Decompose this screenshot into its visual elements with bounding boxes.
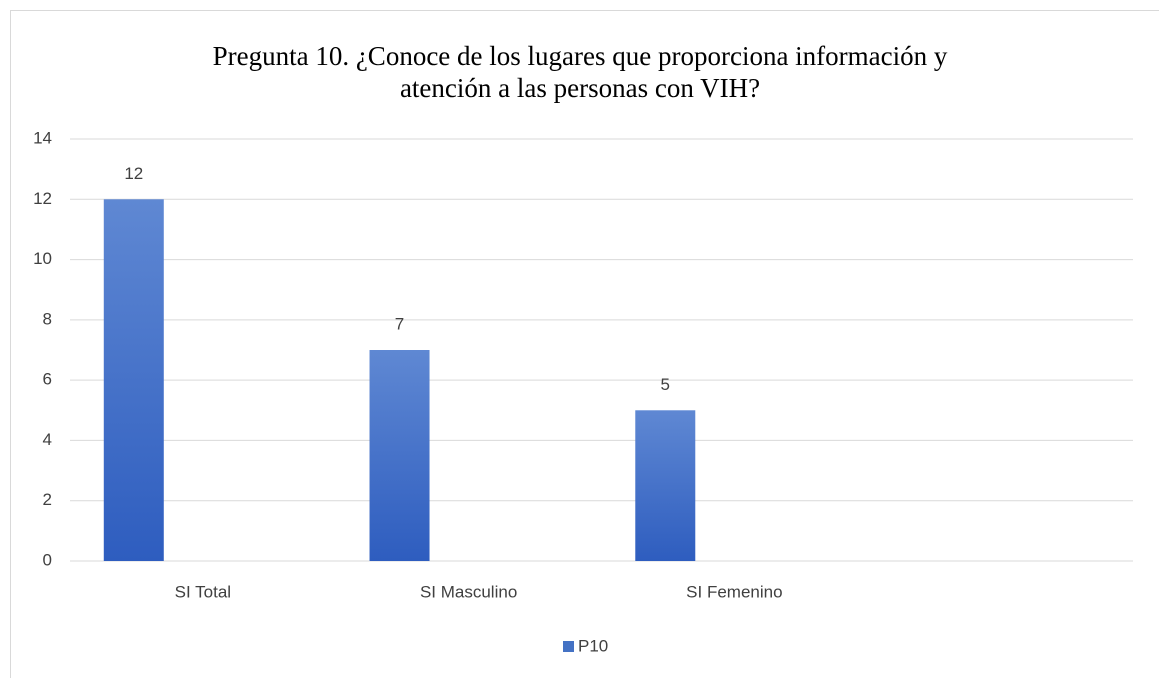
y-tick-label: 0 [43,550,52,569]
y-tick-label: 10 [33,249,52,268]
y-tick-label: 8 [43,309,52,328]
x-tick-label: SI Femenino [686,582,782,601]
x-tick-label: SI Total [175,582,231,601]
y-tick-label: 6 [43,370,52,389]
y-tick-label: 4 [43,430,52,449]
y-tick-label: 2 [43,490,52,509]
bar [635,410,696,561]
legend-swatch [563,641,574,652]
chart-border [10,10,1159,678]
data-label: 5 [661,375,670,394]
legend-label: P10 [578,636,608,655]
chart-title: Pregunta 10. ¿Conoce de los lugares que … [212,41,948,103]
data-label: 7 [395,314,404,333]
x-tick-label: SI Masculino [420,582,517,601]
y-tick-label: 14 [33,128,52,147]
y-tick-label: 12 [33,189,52,208]
bar [369,350,430,561]
data-label: 12 [124,164,143,183]
bar [103,199,164,562]
